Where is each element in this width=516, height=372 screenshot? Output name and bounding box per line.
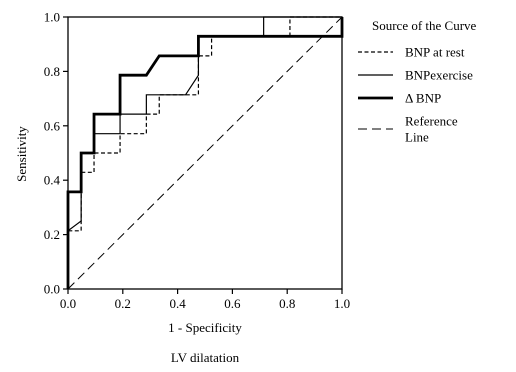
series-layer bbox=[66, 16, 344, 290]
legend-label-reference-line: Reference Line bbox=[405, 114, 458, 145]
ticks-layer: 0.0 0.2 0.4 0.6 0.8 1.0 0.0 0.2 0.4 0.6 0.8 1.0 bbox=[44, 10, 350, 312]
x-tick-label: 0.6 bbox=[224, 296, 241, 311]
series-line-bnp bbox=[66, 17, 344, 289]
legend-label-bnpexercise: BNPexercise bbox=[405, 68, 473, 83]
legend: Source of the Curve BNP at rest BNPexerci… bbox=[358, 18, 477, 145]
legend-items: BNP at rest BNPexercise Δ BNP Reference Line bbox=[358, 45, 473, 145]
plot-frame bbox=[67, 16, 343, 290]
y-tick-label: 0.8 bbox=[44, 64, 60, 79]
x-tick-label: 1.0 bbox=[334, 296, 350, 311]
legend-label-bnp-at-rest: BNP at rest bbox=[405, 45, 465, 60]
chart-title: LV dilatation bbox=[171, 350, 240, 365]
series-line-reference-line bbox=[67, 16, 343, 290]
y-tick-label: 0.2 bbox=[44, 227, 60, 242]
legend-title: Source of the Curve bbox=[372, 18, 477, 33]
plot-border bbox=[67, 16, 343, 290]
x-tick-label: 0.8 bbox=[279, 296, 295, 311]
y-axis-label: Sensitivity bbox=[14, 126, 29, 182]
y-tick-label: 0.6 bbox=[44, 118, 61, 133]
y-tick-label: 1.0 bbox=[44, 10, 60, 25]
x-tick-label: 0.2 bbox=[115, 296, 131, 311]
y-tick-label: 0.4 bbox=[44, 173, 61, 188]
x-tick-label: 0.0 bbox=[60, 296, 76, 311]
legend-label-bnp: Δ BNP bbox=[405, 91, 441, 106]
y-tick-label: 0.0 bbox=[44, 282, 60, 297]
x-tick-label: 0.4 bbox=[169, 296, 186, 311]
x-axis-label: 1 - Specificity bbox=[168, 320, 242, 335]
